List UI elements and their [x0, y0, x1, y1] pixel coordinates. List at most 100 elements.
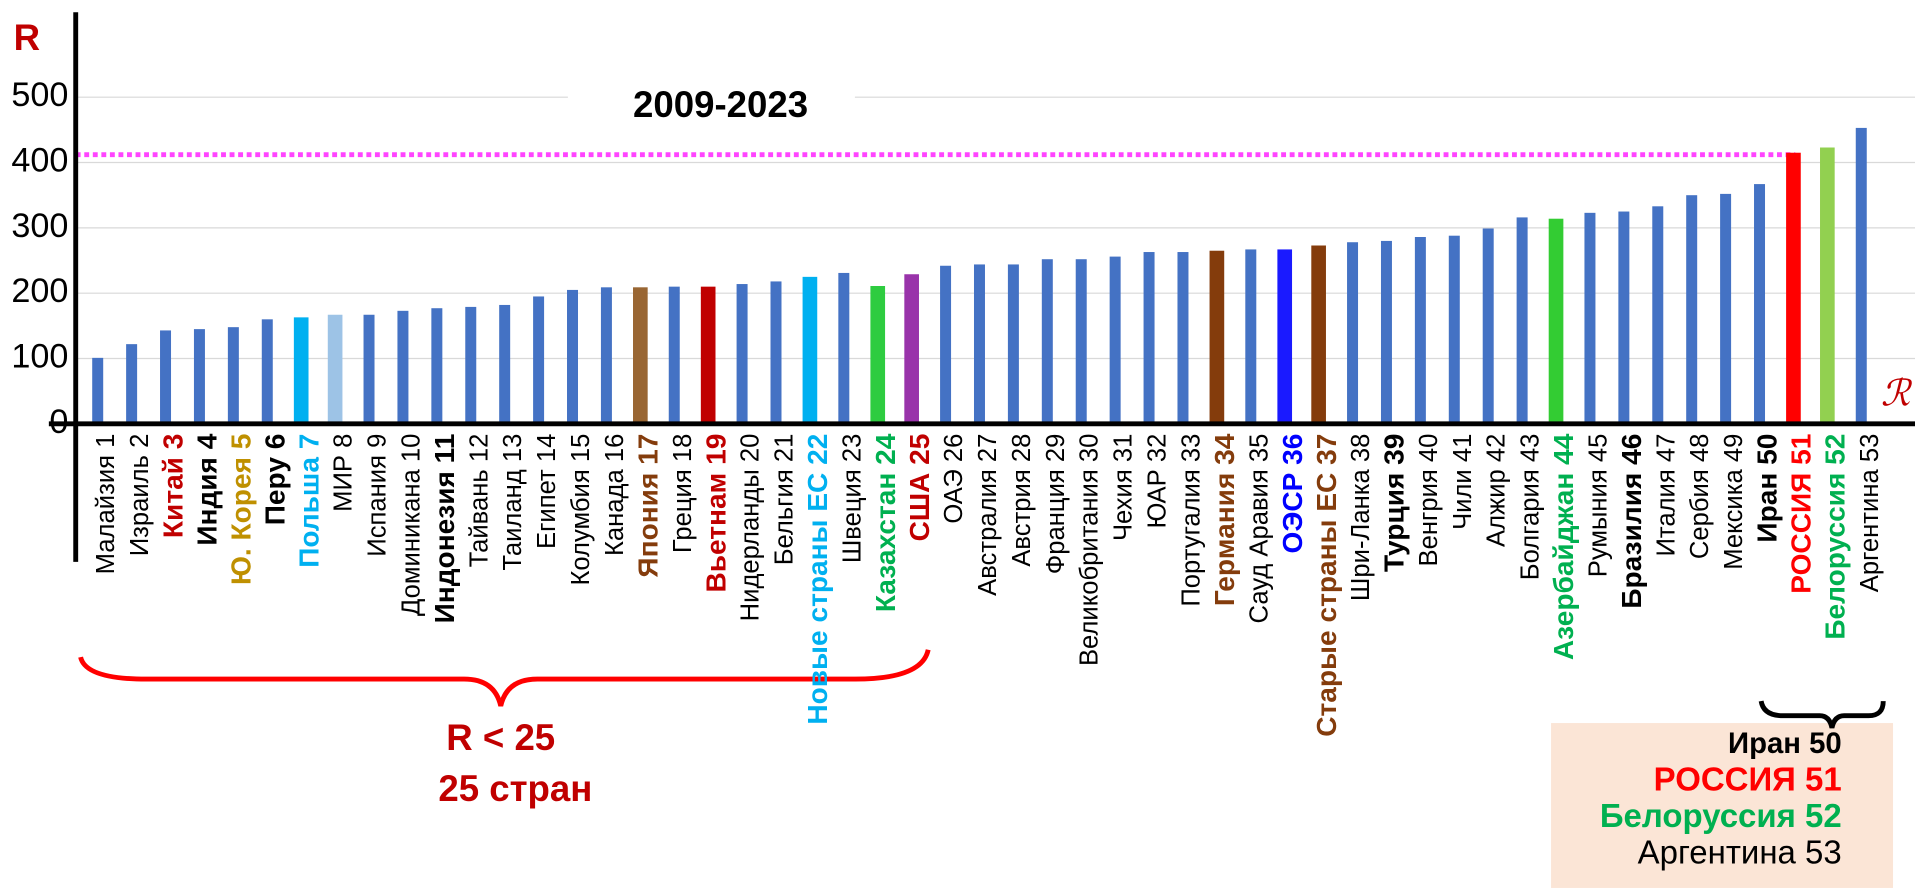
- bar: [700, 286, 716, 424]
- y-tick-label: 200: [11, 272, 68, 310]
- x-tick-label: РОССИЯ 51: [1786, 434, 1817, 594]
- x-tick-label: Перу 6: [259, 434, 290, 526]
- bar: [1482, 228, 1494, 424]
- bar: [633, 287, 648, 424]
- bar: [1177, 252, 1189, 424]
- brace: [78, 649, 931, 707]
- legend-box: [1551, 723, 1894, 888]
- x-tick-label: Болгария 43: [1517, 434, 1545, 581]
- bar: [668, 286, 680, 424]
- bar: [904, 274, 919, 424]
- x-tick-label: ОЭСР 36: [1277, 434, 1308, 554]
- x-tick-label: Индонезия 11: [429, 434, 460, 624]
- annotation: R < 25: [446, 717, 555, 758]
- bar: [363, 314, 375, 424]
- y-axis-label: R: [14, 17, 40, 58]
- y-tick-label: 500: [11, 76, 68, 114]
- x-tick-label: Вьетнам 19: [700, 434, 731, 593]
- bar: [1209, 250, 1225, 424]
- bar: [1143, 252, 1155, 424]
- bar: [193, 329, 205, 424]
- bar: [940, 265, 952, 424]
- bar: [1311, 245, 1326, 424]
- bar: [1516, 217, 1528, 424]
- legend-entry: Иран 50: [1728, 727, 1842, 760]
- bar: [499, 304, 511, 424]
- x-tick-label: США 25: [904, 434, 935, 542]
- x-tick-label: Шри-Ланка 38: [1347, 434, 1375, 601]
- x-tick-label: МИР 8: [330, 434, 358, 512]
- x-tick-label: Германия 34: [1209, 433, 1240, 606]
- x-tick-label: Доминикана 10: [397, 434, 425, 616]
- bar: [1652, 206, 1664, 424]
- x-tick-label: ЮАР 32: [1144, 434, 1172, 529]
- bar: [1584, 212, 1596, 424]
- x-tick-label: Нидерланды 20: [737, 434, 765, 622]
- x-tick-label: Белоруссия 52: [1820, 434, 1851, 640]
- x-tick-label: Испания 9: [364, 434, 392, 557]
- x-tick-label: Сауд Аравия 35: [1245, 434, 1273, 624]
- bar: [1855, 127, 1867, 424]
- x-tick-label: Чили 41: [1449, 434, 1477, 530]
- bar: [973, 264, 985, 424]
- x-tick-label: Япония 17: [633, 434, 664, 578]
- x-tick-label: Бельгия 21: [771, 434, 799, 566]
- x-tick-label: Греция 18: [669, 434, 697, 553]
- bar: [1786, 152, 1801, 424]
- x-tick-label: Венгрия 40: [1415, 434, 1443, 567]
- y-tick-label: 300: [11, 207, 68, 245]
- bar: [567, 289, 579, 424]
- x-tick-label: Таиланд 13: [499, 434, 527, 571]
- bar: [1245, 249, 1257, 424]
- x-tick-label: Румыния 45: [1584, 434, 1612, 578]
- bar: [327, 314, 343, 424]
- x-tick-label: Бразилия 46: [1616, 434, 1647, 609]
- bar: [1109, 256, 1121, 424]
- bar: [465, 306, 477, 424]
- x-tick-label: Польша 7: [293, 434, 324, 568]
- bar: [1277, 249, 1293, 424]
- bar: [1548, 218, 1564, 424]
- legend-entry: РОССИЯ 51: [1654, 760, 1842, 797]
- x-tick-label: Мексика 49: [1720, 434, 1748, 570]
- bar: [1380, 240, 1392, 424]
- bar: [160, 330, 172, 424]
- bar: [1075, 259, 1087, 424]
- bar: [1347, 242, 1359, 424]
- x-tick-label: Франция 29: [1042, 434, 1070, 575]
- bar: [1686, 195, 1698, 424]
- x-tick-label: Израиль 2: [126, 434, 154, 557]
- bar: [126, 344, 138, 424]
- brace: [1758, 700, 1886, 729]
- x-tick-label: Новые страны ЕС 22: [802, 434, 833, 725]
- x-tick-label: Алжир 42: [1483, 434, 1511, 547]
- bar: [1618, 211, 1630, 424]
- bar: [431, 308, 443, 424]
- x-tick-label: Швеция 23: [838, 434, 866, 564]
- x-tick-label: ОАЭ 26: [940, 434, 968, 524]
- bar: [1448, 235, 1460, 424]
- bar: [533, 296, 545, 424]
- x-tick-label: Малайзия 1: [92, 434, 120, 575]
- x-tick-label: Сербия 48: [1686, 434, 1714, 560]
- legend-entry: Белоруссия 52: [1600, 797, 1842, 834]
- x-tick-label: Казахстан 24: [870, 433, 901, 612]
- bar: [1720, 193, 1732, 424]
- bar: [600, 287, 612, 424]
- bar: [1007, 264, 1019, 424]
- y-tick-label: 400: [11, 142, 68, 180]
- x-tick-label: Египет 14: [533, 434, 561, 549]
- bar: [1820, 147, 1835, 424]
- title-bg: [567, 75, 855, 137]
- x-tick-label: Австрия 28: [1008, 434, 1036, 567]
- x-tick-label: Иран 50: [1752, 434, 1783, 543]
- bar: [1754, 184, 1766, 424]
- bar: [736, 284, 748, 424]
- bar: [227, 327, 239, 424]
- x-tick-label: Чехия 31: [1110, 434, 1138, 541]
- chart-title: 2009-2023: [633, 84, 808, 125]
- annotation: 25 стран: [438, 768, 592, 809]
- x-tick-label: Италия 47: [1652, 434, 1680, 557]
